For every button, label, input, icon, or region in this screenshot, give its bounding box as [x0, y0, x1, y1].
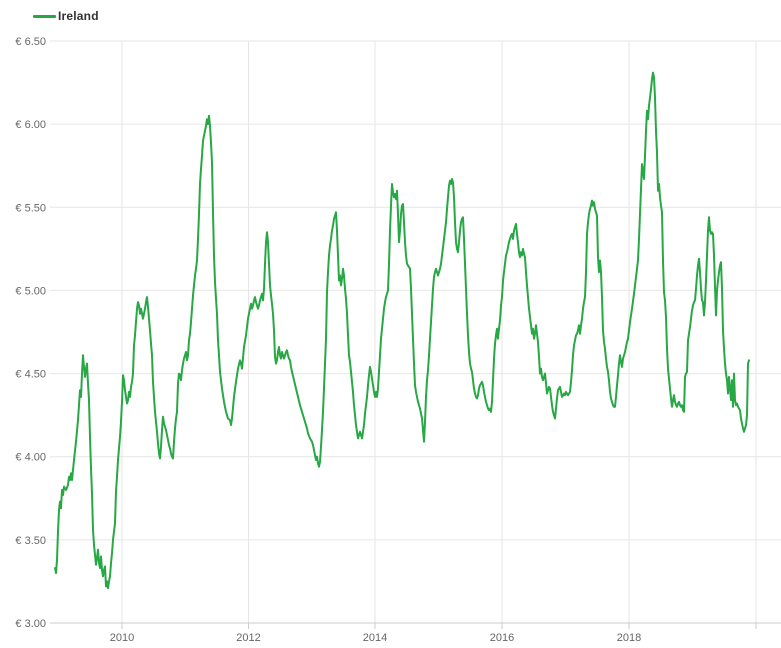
x-tick-label: 2016	[490, 632, 514, 644]
x-axis-labels: 2010 2012 2014 2016 2018	[110, 632, 641, 644]
y-tick-label: € 6.00	[15, 119, 46, 131]
y-tick-label: € 4.00	[15, 452, 46, 464]
y-tick-label: € 5.00	[15, 285, 46, 297]
y-axis-labels: € 3.00 € 3.50 € 4.00 € 4.50 € 5.00 € 5.50 € 6.…	[15, 36, 46, 630]
x-tick-label: 2010	[110, 632, 134, 644]
x-tick-label: 2012	[236, 632, 260, 644]
legend-line-swatch	[33, 14, 56, 18]
x-tick-label: 2014	[363, 632, 387, 644]
y-tick-label: € 3.00	[15, 618, 46, 630]
y-tick-label: € 6.50	[15, 36, 46, 48]
y-gridlines	[50, 40, 781, 624]
series-line-ireland	[54, 71, 750, 590]
y-tick-label: € 5.50	[15, 202, 46, 214]
y-tick-label: € 3.50	[15, 535, 46, 547]
legend-label: Ireland	[58, 9, 99, 23]
legend-item-ireland[interactable]: Ireland	[33, 9, 99, 23]
x-tick-label: 2018	[617, 632, 641, 644]
y-tick-label: € 4.50	[15, 369, 46, 381]
